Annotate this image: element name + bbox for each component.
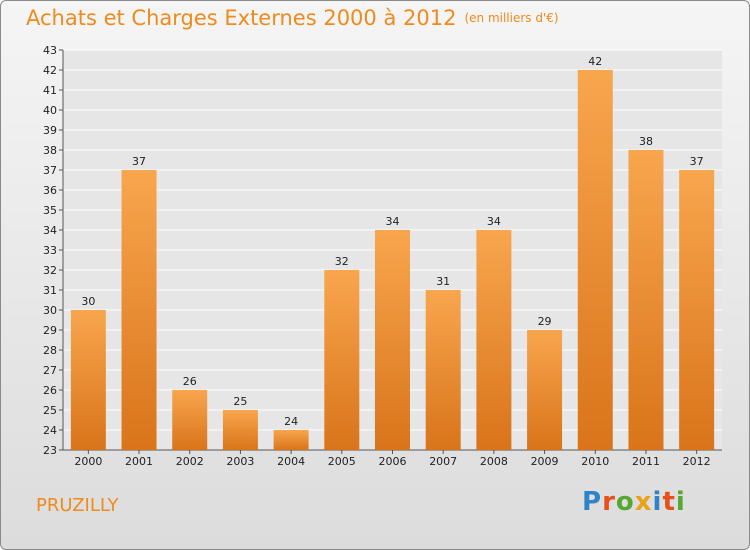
x-tick-label: 2000 bbox=[74, 455, 102, 468]
bar-value-label: 34 bbox=[487, 215, 501, 228]
bar bbox=[476, 230, 512, 450]
y-tick-label: 40 bbox=[43, 104, 57, 117]
bar bbox=[121, 170, 157, 450]
y-tick-label: 23 bbox=[43, 444, 57, 457]
x-tick-label: 2012 bbox=[683, 455, 711, 468]
bar bbox=[628, 150, 664, 450]
y-tick-label: 31 bbox=[43, 284, 57, 297]
bar-value-label: 34 bbox=[386, 215, 400, 228]
x-tick-label: 2009 bbox=[531, 455, 559, 468]
bar bbox=[425, 290, 461, 450]
y-tick-label: 43 bbox=[43, 44, 57, 57]
x-tick-label: 2006 bbox=[379, 455, 407, 468]
x-tick-label: 2005 bbox=[328, 455, 356, 468]
bar-value-label: 42 bbox=[588, 55, 602, 68]
y-tick-label: 30 bbox=[43, 304, 57, 317]
x-tick-label: 2003 bbox=[226, 455, 254, 468]
y-tick-label: 32 bbox=[43, 264, 57, 277]
proxiti-logo: Proxiti bbox=[582, 487, 686, 517]
y-tick-label: 33 bbox=[43, 244, 57, 257]
x-tick-label: 2004 bbox=[277, 455, 305, 468]
bar bbox=[577, 70, 613, 450]
y-tick-label: 28 bbox=[43, 344, 57, 357]
y-tick-label: 37 bbox=[43, 164, 57, 177]
y-tick-label: 25 bbox=[43, 404, 57, 417]
bar bbox=[222, 410, 258, 450]
bar bbox=[70, 310, 106, 450]
bar-value-label: 24 bbox=[284, 415, 298, 428]
y-tick-label: 26 bbox=[43, 384, 57, 397]
y-tick-label: 42 bbox=[43, 64, 57, 77]
x-tick-label: 2001 bbox=[125, 455, 153, 468]
bar bbox=[324, 270, 360, 450]
chart-unit: (en milliers d'€) bbox=[464, 11, 559, 25]
chart-title: Achats et Charges Externes 2000 à 2012 (e… bbox=[26, 6, 559, 30]
bar-value-label: 32 bbox=[335, 255, 349, 268]
y-tick-label: 27 bbox=[43, 364, 57, 377]
y-tick-label: 35 bbox=[43, 204, 57, 217]
x-tick-label: 2002 bbox=[176, 455, 204, 468]
x-tick-label: 2007 bbox=[429, 455, 457, 468]
chart-title-text: Achats et Charges Externes 2000 à 2012 bbox=[26, 6, 457, 30]
bar-value-label: 30 bbox=[81, 295, 95, 308]
bar bbox=[273, 430, 309, 450]
bar bbox=[375, 230, 410, 450]
y-tick-label: 29 bbox=[43, 324, 57, 337]
x-tick-label: 2011 bbox=[632, 455, 660, 468]
y-tick-label: 36 bbox=[43, 184, 57, 197]
bar bbox=[527, 330, 563, 450]
y-tick-label: 34 bbox=[43, 224, 57, 237]
bar-value-label: 37 bbox=[132, 155, 146, 168]
bar bbox=[679, 170, 715, 450]
y-tick-label: 39 bbox=[43, 124, 57, 137]
bar bbox=[172, 390, 208, 450]
bar-value-label: 38 bbox=[639, 135, 653, 148]
bar-value-label: 31 bbox=[436, 275, 450, 288]
plot-area: 23 24 25 26 27 28 29 30 31 32 33 34 35 36 37 38 39 40 41 42… bbox=[43, 44, 722, 468]
bar-value-label: 25 bbox=[233, 395, 247, 408]
x-tick-label: 2008 bbox=[480, 455, 508, 468]
bar-value-label: 26 bbox=[183, 375, 197, 388]
y-tick-label: 38 bbox=[43, 144, 57, 157]
commune-name: PRUZILLY bbox=[36, 495, 119, 516]
bar-value-label: 37 bbox=[690, 155, 704, 168]
bar-value-label: 29 bbox=[538, 315, 552, 328]
y-tick-label: 41 bbox=[43, 84, 57, 97]
x-tick-label: 2010 bbox=[581, 455, 609, 468]
y-tick-label: 24 bbox=[43, 424, 57, 437]
